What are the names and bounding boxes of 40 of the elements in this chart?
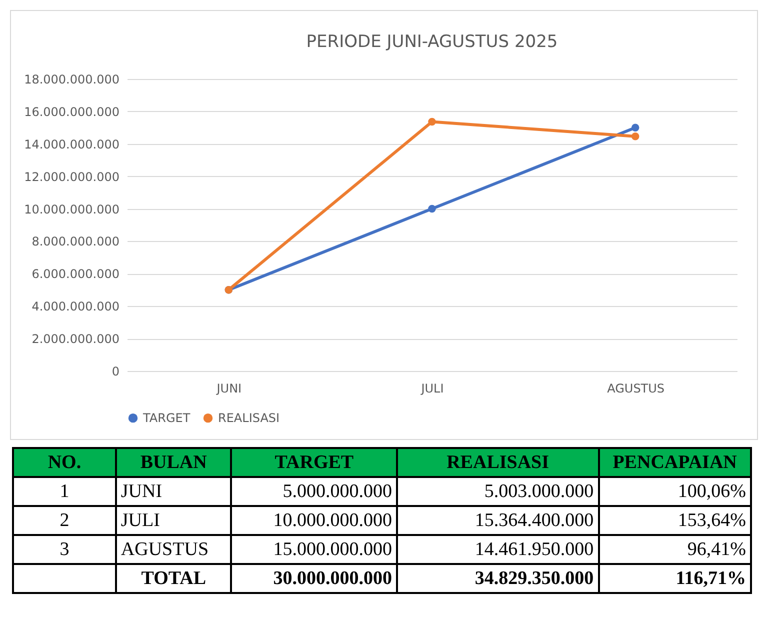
text: 1: [13, 477, 116, 506]
text: 100,06%: [598, 477, 751, 506]
text: REALISASI: [446, 452, 550, 472]
y-tick-label: 2.000.000.000: [32, 332, 120, 346]
category-label: JULI: [120, 510, 160, 530]
text: 3: [13, 535, 116, 564]
y-tick-label: 8.000.000.000: [32, 234, 120, 249]
text: TOTAL: [116, 564, 232, 593]
y-tick-label: 0: [112, 364, 120, 378]
text: 2: [13, 506, 116, 535]
y-tick-label: 14.000.000.000: [24, 137, 120, 152]
y-tick-label: 10.000.000.000: [24, 202, 120, 216]
legend-label: REALISASI: [218, 411, 280, 426]
text: 34.829.350.000: [397, 564, 599, 593]
category-label: JUNI: [120, 480, 162, 502]
text: PENCAPAIAN: [598, 448, 751, 477]
text: 15.364.400.000: [397, 506, 599, 535]
y-tick-label: 16.000.000.000: [24, 104, 120, 119]
text: 14.461.950.000: [397, 535, 599, 564]
text: TARGET: [274, 452, 354, 472]
chart-title: PERIODE JUNI-AGUSTUS 2025: [306, 32, 558, 52]
text: 153,64%: [598, 506, 751, 535]
x-tick-label: AGUSTUS: [607, 382, 665, 396]
text: 15.000.000.000: [231, 535, 398, 564]
y-tick-label: 12.000.000.000: [24, 170, 120, 184]
x-tick-label: JUNI: [216, 382, 242, 396]
y-tick-label: 6.000.000.000: [32, 267, 120, 282]
text: 30.000.000.000: [231, 564, 398, 593]
text: 116,71%: [598, 564, 751, 593]
text: 5.003.000.000: [397, 477, 599, 506]
legend-label: TARGET: [142, 411, 191, 426]
category-label: AGUSTUS: [120, 538, 209, 560]
x-tick-label: JULI: [420, 382, 444, 396]
text: 10.000.000.000: [231, 506, 398, 535]
y-tick-label: 4.000.000.000: [32, 300, 120, 314]
text: 5.000.000.000: [231, 477, 398, 506]
text: BULAN: [116, 448, 232, 477]
y-tick-label: 18.000.000.000: [24, 72, 120, 86]
text: 96,41%: [598, 535, 751, 564]
text: NO.: [13, 448, 116, 477]
